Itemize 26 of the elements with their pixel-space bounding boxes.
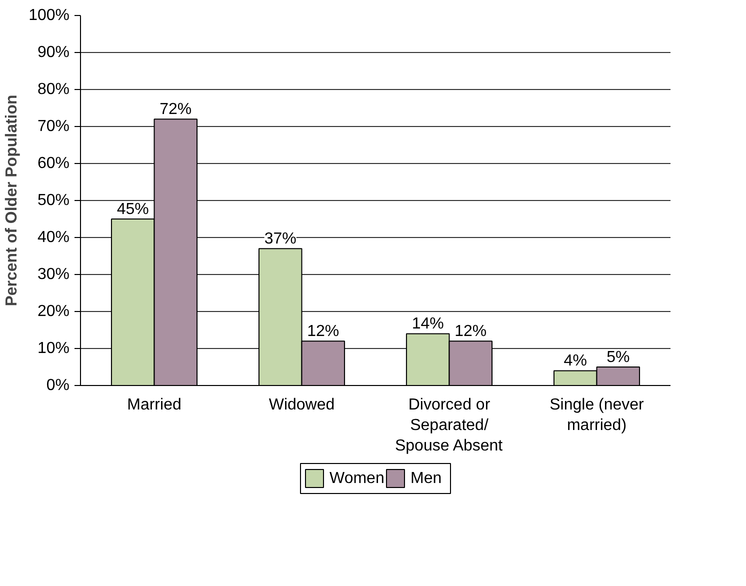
data-label: 45% (116, 201, 149, 218)
x-tick-label: Divorced or Separated/ Spouse Absent (394, 396, 504, 454)
y-tick-label: 100% (28, 7, 70, 24)
y-tick-label: 30% (37, 266, 70, 283)
y-tick-label: 90% (37, 44, 70, 61)
data-label: 14% (412, 316, 444, 333)
data-label: 5% (606, 349, 630, 366)
data-label: 12% (454, 323, 487, 340)
y-tick-label: 50% (37, 192, 70, 209)
y-axis-title: Percent of Older Population (4, 94, 21, 306)
data-label: 72% (160, 101, 192, 118)
x-tick-label: Single (never married) (550, 396, 645, 434)
data-label: 12% (307, 323, 340, 340)
y-tick-label: 20% (37, 303, 70, 320)
x-tick-label: Widowed (268, 396, 335, 414)
x-tick-label: Married (127, 396, 182, 414)
y-tick-label: 0% (46, 377, 70, 394)
legend-label: Women (330, 470, 384, 487)
y-tick-label: 40% (37, 229, 70, 246)
data-label: 37% (264, 230, 296, 248)
y-tick-label: 10% (37, 340, 70, 357)
data-label: 4% (564, 352, 587, 370)
y-tick-label: 70% (37, 118, 70, 135)
y-tick-label: 60% (37, 155, 70, 172)
legend-label: Men (410, 470, 442, 487)
y-tick-label: 80% (37, 81, 70, 98)
